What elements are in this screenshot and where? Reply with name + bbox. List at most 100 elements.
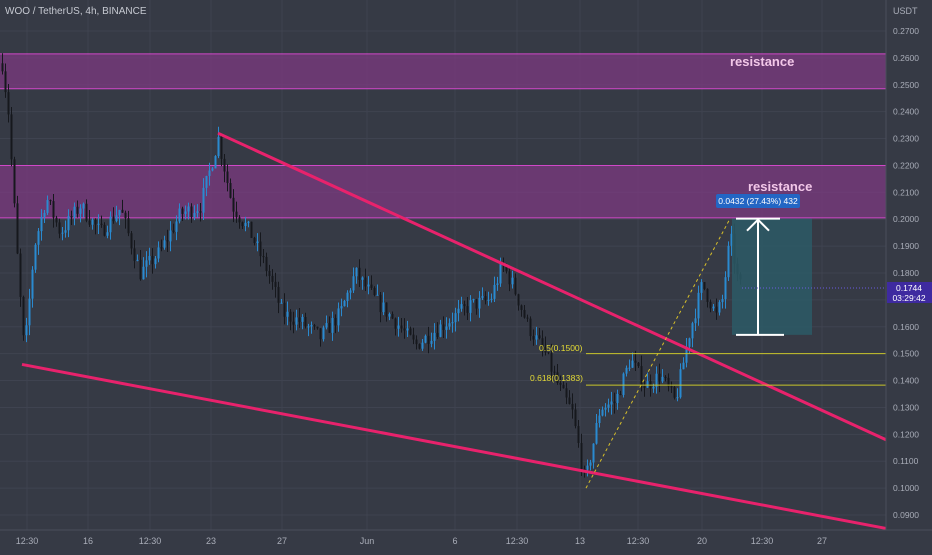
- candle-body: [211, 168, 214, 171]
- candle-body: [700, 282, 703, 293]
- candle-body: [34, 244, 37, 270]
- candle-body: [37, 231, 40, 245]
- price-tick-label: 0.2100: [893, 187, 919, 197]
- candle-body: [436, 332, 439, 337]
- candle-body: [523, 309, 526, 318]
- candle-body: [667, 377, 670, 387]
- candle-body: [640, 366, 643, 387]
- candle-body: [652, 386, 655, 389]
- candle-body: [481, 296, 484, 298]
- fib-05-label: 0.5(0.1500): [539, 343, 583, 353]
- time-axis[interactable]: 12:30 16 12:30 23 27 Jun 6 12:30 13 12:30 20 12:30 2…: [16, 536, 827, 546]
- candle-body: [223, 158, 226, 172]
- candle-body: [343, 301, 346, 307]
- candle-body: [142, 266, 145, 280]
- candle-body: [673, 387, 676, 398]
- candle-body: [175, 221, 178, 232]
- candle-body: [565, 388, 568, 398]
- candle-body: [358, 267, 361, 280]
- candle-body: [139, 259, 142, 280]
- candle-body: [394, 318, 397, 329]
- candle-body: [382, 302, 385, 313]
- candle-body: [250, 221, 253, 238]
- candle-body: [145, 260, 148, 267]
- candle-body: [157, 247, 160, 259]
- time-tick-label: 16: [83, 536, 93, 546]
- candle-body: [97, 223, 100, 225]
- candle-body: [538, 335, 541, 339]
- candle-body: [100, 223, 103, 225]
- candle-body: [40, 216, 43, 232]
- candle-body: [706, 288, 709, 302]
- candle-body: [85, 203, 88, 221]
- candle-body: [727, 245, 730, 278]
- candle-body: [514, 277, 517, 295]
- candle-body: [52, 201, 55, 218]
- candle-body: [619, 393, 622, 395]
- candle-body: [289, 311, 292, 322]
- candle-body: [373, 287, 376, 295]
- resistance-label-top: resistance: [730, 54, 794, 69]
- candle-body: [103, 224, 106, 236]
- measure-tool: [732, 217, 886, 336]
- candle-body: [334, 317, 337, 326]
- candle-body: [676, 397, 679, 399]
- candle-body: [709, 301, 712, 309]
- candle-body: [445, 326, 448, 330]
- resistance-zones: [0, 53, 886, 219]
- candle-body: [280, 302, 283, 304]
- candle-body: [661, 376, 664, 382]
- trendlines: [21, 131, 887, 530]
- candle-body: [172, 230, 175, 232]
- candle-body: [535, 335, 538, 340]
- candle-body: [697, 292, 700, 319]
- candle-body: [91, 219, 94, 225]
- candle-body: [724, 277, 727, 300]
- price-tick-label: 0.2600: [893, 53, 919, 63]
- candle-body: [547, 352, 550, 354]
- candle-body: [463, 304, 466, 307]
- candle-body: [397, 325, 400, 329]
- candle-body: [25, 325, 28, 336]
- candle-body: [307, 326, 310, 328]
- candle-body: [10, 114, 13, 160]
- candle-body: [391, 313, 394, 319]
- candle-body: [349, 290, 352, 293]
- candle-body: [238, 217, 241, 223]
- candle-body: [298, 317, 301, 322]
- price-tick-label: 0.2400: [893, 107, 919, 117]
- candle-body: [616, 393, 619, 404]
- candle-body: [589, 462, 592, 466]
- fib-diagonal: [585, 218, 731, 489]
- candle-body: [220, 136, 223, 159]
- candle-body: [82, 203, 85, 209]
- candle-body: [286, 311, 289, 317]
- candle-body: [658, 373, 661, 382]
- candle-body: [403, 328, 406, 331]
- candle-body: [355, 267, 358, 277]
- candle-body: [466, 306, 469, 313]
- candle-body: [544, 346, 547, 353]
- candle-body: [511, 277, 514, 285]
- candle-body: [553, 371, 556, 373]
- candle-body: [637, 362, 640, 367]
- candle-body: [352, 276, 355, 291]
- candle-body: [607, 404, 610, 408]
- candle-body: [688, 338, 691, 347]
- candle-body: [490, 298, 493, 300]
- candle-body: [133, 248, 136, 261]
- price-tick-label: 0.0900: [893, 510, 919, 520]
- candle-body: [592, 443, 595, 463]
- candle-body: [694, 318, 697, 324]
- candle-body: [379, 294, 382, 313]
- candle-body: [160, 247, 163, 249]
- candle-body: [487, 299, 490, 301]
- candle-body: [79, 208, 82, 214]
- candle-body: [577, 426, 580, 443]
- candle-body: [340, 306, 343, 309]
- last-price-badge: [887, 282, 932, 303]
- candle-body: [604, 407, 607, 410]
- candle-body: [346, 292, 349, 302]
